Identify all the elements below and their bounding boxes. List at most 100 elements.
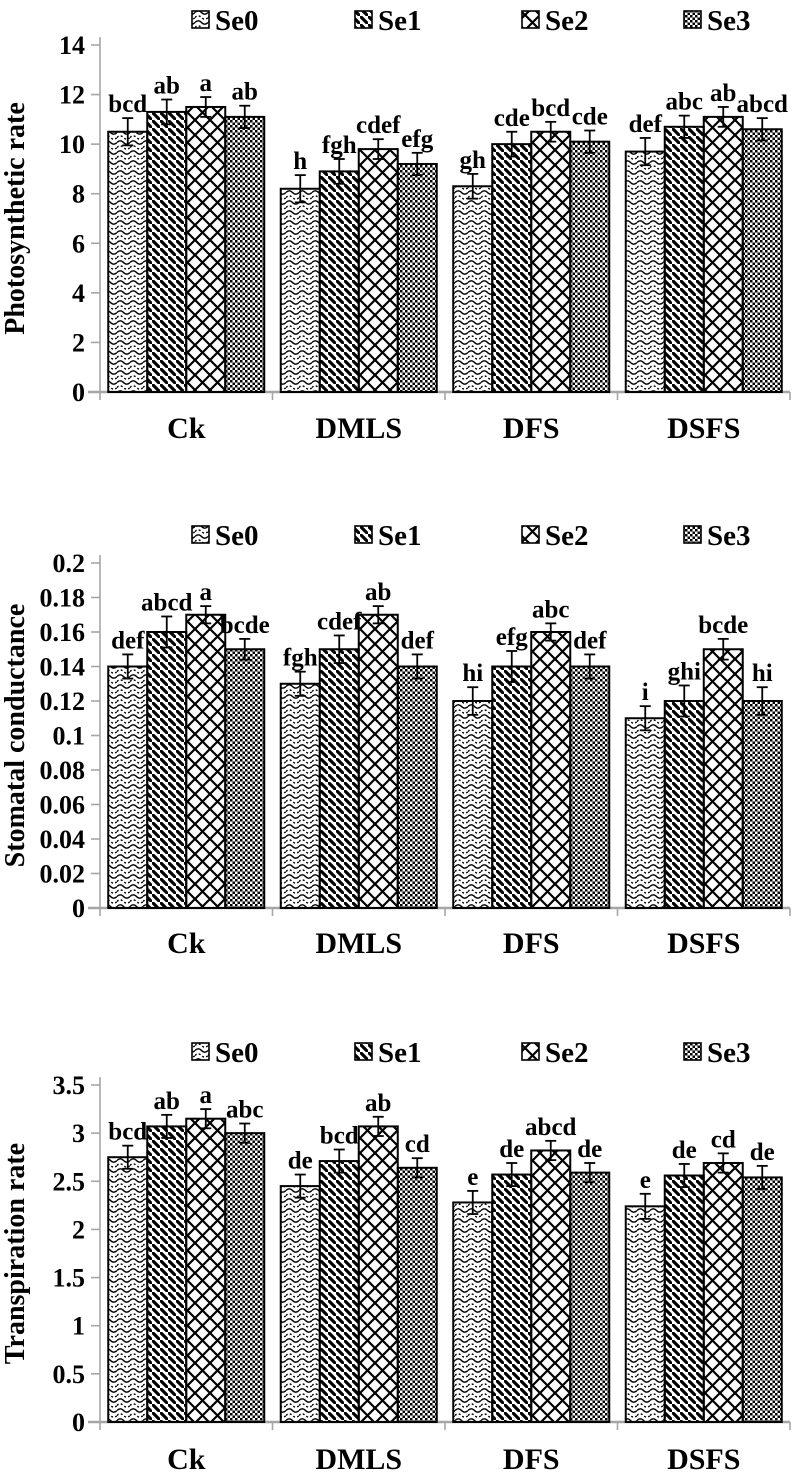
bar-DFS-Se0 <box>452 185 494 393</box>
legend-swatch-checkerboard-icon <box>683 1042 702 1061</box>
sig-letter-DFS-Se1: efg <box>496 624 528 651</box>
sig-letter-Ck-Se0: bcd <box>108 91 147 118</box>
sig-letter-Ck-Se0: def <box>111 627 145 654</box>
sig-letter-DFS-Se0: gh <box>460 147 487 174</box>
error-bar-Ck-Se3 <box>239 637 251 661</box>
error-bar-DFS-Se0 <box>467 1190 479 1215</box>
bar-DMLS-Se0 <box>279 682 321 909</box>
legend-label: Se3 <box>707 5 751 37</box>
legend-swatch-wave-icon <box>191 10 210 29</box>
error-bar-Ck-Se2 <box>200 1108 212 1130</box>
error-bar-DMLS-Se2 <box>372 1115 384 1137</box>
legend-item-Se3: Se3 <box>683 1037 751 1069</box>
y-tick-label: 10 <box>59 130 85 159</box>
bar-DSFS-Se0 <box>624 717 666 909</box>
legend-item-Se2: Se2 <box>521 5 589 37</box>
error-bar-DFS-Se3 <box>584 129 596 154</box>
bar-Ck-Se1 <box>146 110 188 394</box>
bar-DFS-Se0 <box>452 1201 494 1423</box>
sig-letter-DFS-Se0: hi <box>462 660 483 687</box>
sig-letter-DMLS-Se2: ab <box>365 1090 391 1117</box>
y-tick-label: 6 <box>72 229 85 258</box>
legend-swatch-checkerboard-icon <box>683 10 702 29</box>
y-tick-label: 1 <box>72 1312 85 1341</box>
sig-letter-DSFS-Se0: i <box>642 679 649 706</box>
error-bar-DSFS-Se2 <box>717 1152 729 1174</box>
error-bar-DSFS-Se2 <box>717 106 729 128</box>
x-category-label: Ck <box>167 927 206 960</box>
y-tick-label: 0.12 <box>40 687 86 716</box>
sig-letter-DMLS-Se0: h <box>293 148 307 175</box>
sig-letter-DFS-Se3: cde <box>572 104 608 131</box>
y-tick-label: 14 <box>59 31 85 60</box>
sig-letter-Ck-Se0: bcd <box>108 1119 147 1146</box>
y-tick-label: 3.5 <box>53 1071 86 1100</box>
y-tick-label: 0.02 <box>40 860 86 889</box>
y-tick-label: 3 <box>72 1119 85 1148</box>
sig-letter-Ck-Se2: a <box>200 70 213 97</box>
legend-label: Se2 <box>545 520 589 552</box>
bar-DMLS-Se1 <box>318 648 360 909</box>
legend-swatch-wave-icon <box>191 525 210 544</box>
bar-DSFS-Se3 <box>741 700 783 909</box>
error-bar-DMLS-Se3 <box>411 653 423 680</box>
y-tick-label: 0.16 <box>40 618 86 647</box>
legend-item-Se1: Se1 <box>354 5 422 37</box>
legend-item-Se2: Se2 <box>521 520 589 552</box>
legend-swatch-diagonal-stripes-icon <box>354 10 373 29</box>
sig-letter-DMLS-Se3: def <box>401 627 435 654</box>
sig-letter-DMLS-Se3: cd <box>405 1131 430 1158</box>
y-tick-label: 0.14 <box>40 653 86 682</box>
error-bar-DMLS-Se1 <box>333 1148 345 1174</box>
legend-item-Se0: Se0 <box>191 1037 259 1069</box>
error-bar-Ck-Se0 <box>122 653 134 680</box>
y-tick-label: 2 <box>72 1215 85 1244</box>
bar-DFS-Se0 <box>452 700 494 909</box>
bar-DFS-Se1 <box>491 1173 533 1423</box>
error-bar-Ck-Se3 <box>239 104 251 129</box>
y-axis-title: Stomatal conductance <box>0 604 31 868</box>
legend-swatch-diagonal-stripes-icon <box>354 1042 373 1061</box>
error-bar-DSFS-Se1 <box>678 684 690 718</box>
error-bar-DSFS-Se1 <box>678 1163 690 1188</box>
legend-label: Se3 <box>707 520 751 552</box>
sig-letter-DMLS-Se0: fgh <box>283 645 318 672</box>
bar-Ck-Se3 <box>224 1132 266 1423</box>
legend-label: Se2 <box>545 5 589 37</box>
error-bar-DFS-Se0 <box>467 686 479 716</box>
legend-swatch-wave-icon <box>191 1042 210 1061</box>
error-bar-DMLS-Se2 <box>372 138 384 160</box>
sig-letter-DFS-Se1: cde <box>494 105 530 132</box>
sig-letter-Ck-Se1: abcd <box>141 589 193 616</box>
x-category-label: DMLS <box>315 1443 402 1476</box>
error-bar-DMLS-Se0 <box>294 174 306 204</box>
bar-DSFS-Se2 <box>702 648 744 909</box>
legend-swatch-diagonal-stripes-icon <box>354 525 373 544</box>
bar-DMLS-Se1 <box>318 170 360 393</box>
bar-DMLS-Se3 <box>396 1166 438 1423</box>
x-category-label: DFS <box>503 927 560 960</box>
stomatal-conductance-chart: Se0 Se1 Se2 Se3 0 0.02 0.04 0.06 0.08 0.1 0.12 0.14… <box>0 494 794 988</box>
error-bar-DSFS-Se1 <box>678 114 690 139</box>
x-category-label: DSFS <box>667 1443 740 1476</box>
error-bar-DMLS-Se1 <box>333 158 345 185</box>
sig-letter-DFS-Se3: def <box>573 627 607 654</box>
bar-DFS-Se1 <box>491 665 533 909</box>
bar-DMLS-Se3 <box>396 665 438 909</box>
error-bar-Ck-Se2 <box>200 605 212 625</box>
sig-letter-DFS-Se2: bcd <box>531 95 570 122</box>
bar-Ck-Se1 <box>146 1125 188 1423</box>
error-bar-DSFS-Se3 <box>756 117 768 142</box>
sig-letter-DFS-Se3: de <box>577 1136 602 1163</box>
sig-letter-DSFS-Se3: hi <box>752 660 773 687</box>
legend-item-Se3: Se3 <box>683 5 751 37</box>
legend-label: Se1 <box>378 520 422 552</box>
x-category-label: DSFS <box>667 412 740 445</box>
error-bar-DSFS-Se3 <box>756 686 768 716</box>
chart-svg: Se0 Se1 Se2 Se3 0 0.02 0.04 0.06 0.08 0.1 0.12 0.14… <box>0 494 794 983</box>
y-tick-label: 0.04 <box>40 825 86 854</box>
bar-DMLS-Se2 <box>357 1125 399 1423</box>
sig-letter-DSFS-Se3: de <box>750 1139 775 1166</box>
sig-letter-DSFS-Se1: ghi <box>668 658 701 685</box>
error-bar-Ck-Se1 <box>161 1113 173 1139</box>
